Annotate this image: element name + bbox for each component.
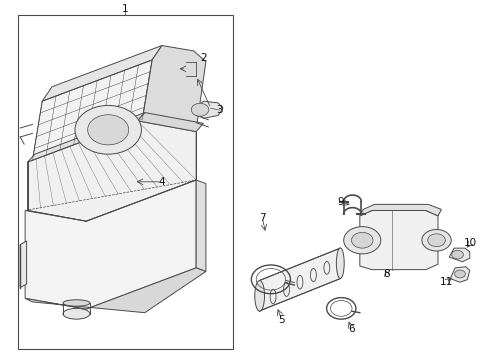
- Polygon shape: [360, 204, 441, 216]
- Text: 5: 5: [278, 315, 285, 325]
- Polygon shape: [20, 241, 26, 288]
- Circle shape: [343, 226, 381, 254]
- Circle shape: [191, 103, 209, 116]
- Text: 11: 11: [440, 277, 453, 287]
- Text: 6: 6: [348, 324, 355, 334]
- Polygon shape: [138, 113, 203, 132]
- Circle shape: [75, 105, 142, 154]
- Polygon shape: [194, 101, 223, 118]
- Text: 8: 8: [383, 269, 390, 279]
- Bar: [18, 15, 233, 348]
- Circle shape: [351, 232, 373, 248]
- Circle shape: [428, 234, 445, 247]
- Ellipse shape: [63, 300, 90, 306]
- Polygon shape: [27, 121, 196, 221]
- Text: 4: 4: [159, 177, 165, 187]
- Text: 10: 10: [464, 238, 477, 248]
- Polygon shape: [260, 248, 340, 311]
- Text: 9: 9: [337, 197, 343, 207]
- Circle shape: [422, 229, 451, 251]
- Polygon shape: [42, 45, 162, 101]
- Polygon shape: [25, 268, 206, 313]
- Polygon shape: [449, 248, 470, 262]
- Polygon shape: [25, 180, 196, 309]
- Text: 1: 1: [122, 4, 128, 14]
- Ellipse shape: [63, 309, 90, 319]
- Polygon shape: [32, 60, 152, 160]
- Polygon shape: [450, 267, 470, 282]
- Circle shape: [455, 270, 466, 278]
- Polygon shape: [143, 45, 206, 130]
- Text: 2: 2: [200, 53, 207, 63]
- Text: 7: 7: [259, 213, 266, 222]
- Polygon shape: [27, 113, 145, 162]
- Polygon shape: [32, 119, 196, 171]
- Circle shape: [452, 250, 464, 259]
- Ellipse shape: [255, 280, 265, 311]
- Text: 3: 3: [216, 105, 223, 115]
- Ellipse shape: [336, 248, 344, 278]
- Polygon shape: [196, 180, 206, 271]
- Polygon shape: [360, 211, 438, 270]
- Circle shape: [88, 115, 129, 145]
